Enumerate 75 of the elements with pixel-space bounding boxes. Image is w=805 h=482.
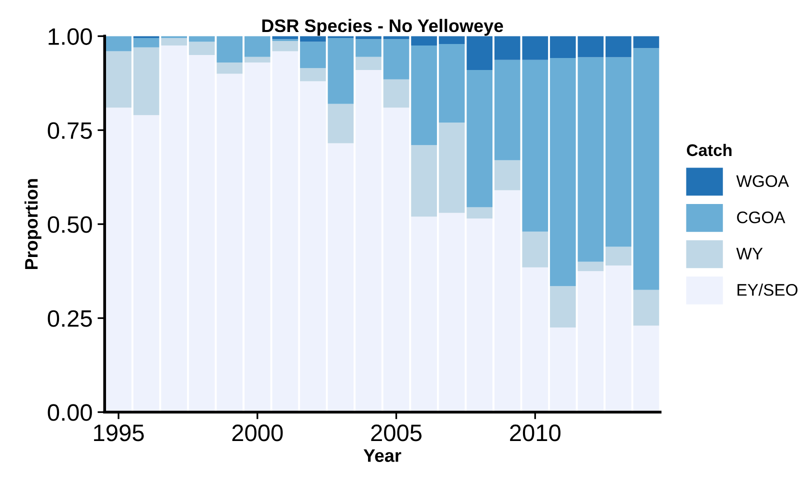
- bar: [106, 36, 132, 52]
- bar: [272, 51, 298, 412]
- bar: [633, 326, 660, 412]
- bar: [466, 218, 492, 412]
- x-tick-label: 1995: [94, 424, 144, 442]
- bar: [383, 108, 410, 412]
- bar: [411, 36, 437, 46]
- bar: [272, 41, 298, 52]
- bar: [383, 79, 410, 108]
- bar: [438, 36, 465, 44]
- bar: [411, 216, 437, 412]
- legend-title: Catch: [686, 144, 732, 156]
- bar: [328, 38, 354, 104]
- bar: [356, 56, 382, 70]
- bar: [300, 36, 326, 42]
- bar: [550, 286, 576, 328]
- bar: [466, 36, 492, 70]
- y-tick-label: 0.75: [48, 122, 92, 139]
- bar: [550, 58, 576, 286]
- bar: [133, 38, 160, 48]
- bar: [466, 70, 492, 208]
- bar: [106, 51, 132, 108]
- bar: [633, 290, 660, 326]
- bar: [578, 57, 604, 262]
- legend-label: WGOA: [736, 175, 789, 188]
- bar: [633, 36, 660, 48]
- bar: [188, 42, 215, 55]
- bar: [300, 81, 326, 412]
- bar: [438, 212, 465, 412]
- bar: [383, 39, 410, 80]
- x-tick-label: 2005: [371, 424, 422, 442]
- bar: [411, 46, 437, 146]
- y-tick-label: 0.25: [48, 310, 92, 327]
- bar: [356, 39, 382, 57]
- y-tick-label: 0.00: [48, 404, 92, 421]
- bar: [550, 328, 576, 412]
- bar: [494, 160, 520, 190]
- bar: [300, 68, 326, 82]
- bar: [244, 36, 270, 57]
- y-tick-label: 1.00: [48, 28, 92, 45]
- bar: [161, 38, 187, 46]
- legend-label: EY/SEO: [738, 284, 798, 296]
- bar: [606, 246, 632, 266]
- bar: [578, 262, 604, 272]
- bar: [133, 115, 160, 412]
- chart-title: DSR Species - No Yelloweye: [262, 18, 504, 36]
- bar: [606, 57, 632, 247]
- x-tick-label: 2000: [232, 424, 283, 442]
- bar: [466, 207, 492, 218]
- bar: [216, 62, 243, 74]
- bar: [411, 145, 437, 217]
- x-tick-label: 2010: [510, 424, 560, 442]
- y-tick-label: 0.50: [48, 216, 92, 233]
- bar: [356, 70, 382, 412]
- bar: [578, 271, 604, 412]
- bar: [300, 42, 326, 68]
- bar: [633, 48, 660, 290]
- bar: [328, 104, 354, 144]
- bar: [438, 122, 465, 213]
- bar: [161, 46, 187, 412]
- bar: [606, 36, 632, 58]
- bar: [578, 36, 604, 58]
- bar: [244, 62, 270, 412]
- legend-label: CGOA: [737, 212, 786, 224]
- bar: [133, 47, 160, 116]
- bar: [106, 108, 132, 412]
- bar: [522, 232, 548, 268]
- x-axis-title: Year: [364, 449, 402, 462]
- legend-label: WY: [736, 248, 763, 260]
- bar: [328, 143, 354, 412]
- bar: [244, 56, 270, 62]
- bar: [550, 36, 576, 58]
- y-axis-title: Proportion: [24, 179, 42, 270]
- bar: [438, 44, 465, 123]
- bar: [606, 265, 632, 412]
